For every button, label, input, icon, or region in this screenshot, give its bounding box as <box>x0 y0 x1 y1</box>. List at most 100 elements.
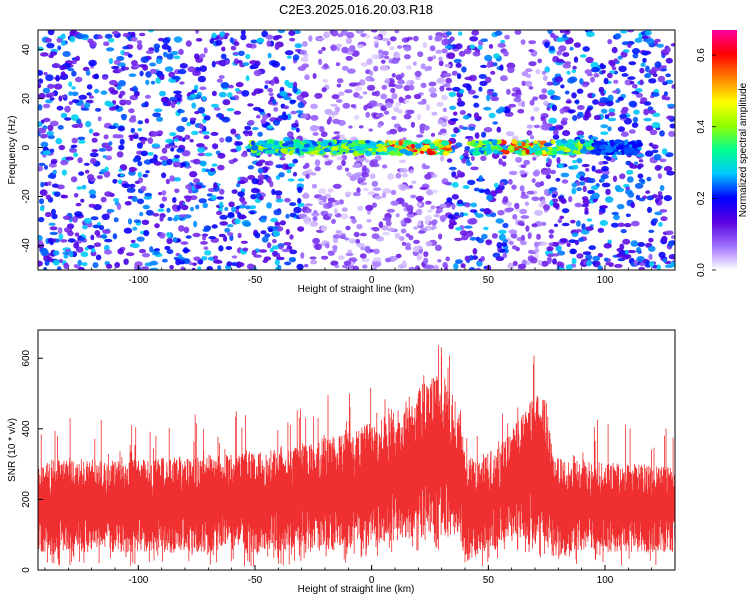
spectrogram-cell <box>310 259 318 265</box>
spectrogram-cell <box>60 71 66 77</box>
spectrogram-cell <box>92 262 99 269</box>
spectrogram-cell <box>345 37 353 45</box>
spectrogram-cell <box>467 89 476 95</box>
spectrogram-cell <box>195 184 202 190</box>
spectrogram-cell <box>504 248 509 254</box>
spectrogram-cell <box>266 202 272 209</box>
spectrogram-cell <box>130 36 138 42</box>
spectrogram-cell <box>640 62 646 67</box>
spectrogram-cell <box>616 253 624 258</box>
spectrogram-cell <box>536 233 541 240</box>
spectrogram-cell <box>423 125 430 131</box>
spectrogram-cell <box>553 223 559 227</box>
spectrogram-cell <box>617 55 623 60</box>
spectrogram-cell <box>381 192 387 199</box>
spectrogram-cell <box>665 152 674 158</box>
spectrogram-cell <box>336 43 343 48</box>
spectrogram-cell <box>170 147 175 152</box>
spectrogram-cell <box>659 209 668 213</box>
spectrogram-cell <box>464 202 471 208</box>
spectrogram-cell <box>113 217 119 223</box>
spectrogram-cell <box>231 262 238 267</box>
spectrogram-cell <box>438 60 444 67</box>
spectrogram-cell <box>278 30 285 34</box>
spectrogram-cell <box>405 233 411 238</box>
spectrogram-cell <box>508 103 516 108</box>
spectrogram-cell <box>607 94 614 102</box>
spectrogram-cell <box>48 92 56 97</box>
spectrogram-cell <box>216 196 225 200</box>
spectrogram-cell <box>132 226 138 231</box>
spectrogram-cell <box>395 102 402 107</box>
spectrogram-cell <box>336 83 342 88</box>
spectrogram-cell <box>304 74 310 81</box>
spectrogram-cell <box>642 57 647 63</box>
spectrogram-cell <box>229 234 234 241</box>
spectrogram-cell <box>234 88 240 92</box>
spectrogram-cell <box>314 159 321 167</box>
spectrogram-cell <box>651 149 659 154</box>
spectrogram-cell <box>75 55 80 62</box>
spectrogram-cell <box>488 112 496 119</box>
snr-y-label: SNR (10 * v/v) <box>7 418 18 482</box>
signal-cell <box>327 141 333 147</box>
spectrogram-cell <box>322 79 329 83</box>
spectrogram-cell <box>130 127 136 134</box>
spectrogram-cell <box>549 200 554 207</box>
snr-y-tick-label: 200 <box>21 491 32 508</box>
spectrogram-cell <box>632 48 640 55</box>
spectrogram-cell <box>532 96 539 101</box>
spectrogram-cell <box>424 173 432 180</box>
spectrogram-cell <box>88 203 96 208</box>
spectrogram-cell <box>415 195 424 202</box>
spectrogram-cell <box>173 55 181 60</box>
spectrogram-cell <box>237 191 245 198</box>
spectrogram-cell <box>651 122 661 129</box>
spectrogram-cell <box>454 212 460 216</box>
spectrogram-cell <box>284 50 294 56</box>
spectrogram-cell <box>158 232 166 239</box>
spectrogram-cell <box>433 214 440 218</box>
spectrogram-cell <box>486 94 491 102</box>
spectrogram-cell <box>652 73 658 77</box>
spectrogram-cell <box>336 156 343 161</box>
spectrogram-cell <box>359 181 368 186</box>
spectrogram-cell <box>371 233 380 240</box>
spectrogram-cell <box>527 232 532 240</box>
spectrogram-cell <box>400 228 407 234</box>
spectrogram-cell <box>261 236 269 243</box>
spectrogram-cell <box>38 216 45 223</box>
spectrogram-cell <box>585 226 594 231</box>
spectrogram-cell <box>521 71 529 77</box>
spectrogram-cell <box>581 196 589 201</box>
spectrogram-cell <box>390 189 397 195</box>
spectrogram-cell <box>161 190 167 196</box>
spectrogram-cell <box>82 224 88 230</box>
spectrogram-cell <box>627 191 635 198</box>
spectrogram-cell <box>345 55 353 61</box>
spectrogram-cell <box>626 169 634 175</box>
spectrogram-cell <box>203 47 208 54</box>
spectrogram-cell <box>622 49 630 53</box>
spectrogram-cell <box>292 86 298 93</box>
spectrogram-y-tick-label: 40 <box>21 44 32 56</box>
spectrogram-cell <box>597 253 603 258</box>
spectrogram-cell <box>423 251 429 257</box>
spectrogram-cell <box>529 99 535 106</box>
spectrogram-cell <box>498 158 503 165</box>
spectrogram-cell <box>626 176 634 183</box>
spectrogram-cell <box>77 136 86 141</box>
spectrogram-cell <box>611 222 619 228</box>
spectrogram-cell <box>394 84 404 89</box>
signal-cell <box>486 149 493 155</box>
signal-cell <box>319 150 324 155</box>
spectrogram-cell <box>83 162 90 166</box>
spectrogram-cell <box>559 108 565 114</box>
spectrogram-cell <box>102 229 111 234</box>
spectrogram-cell <box>187 66 196 73</box>
spectrogram-cell <box>638 178 645 183</box>
spectrogram-cell <box>384 102 393 109</box>
spectrogram-cell <box>220 53 227 60</box>
spectrogram-cell <box>537 259 543 266</box>
